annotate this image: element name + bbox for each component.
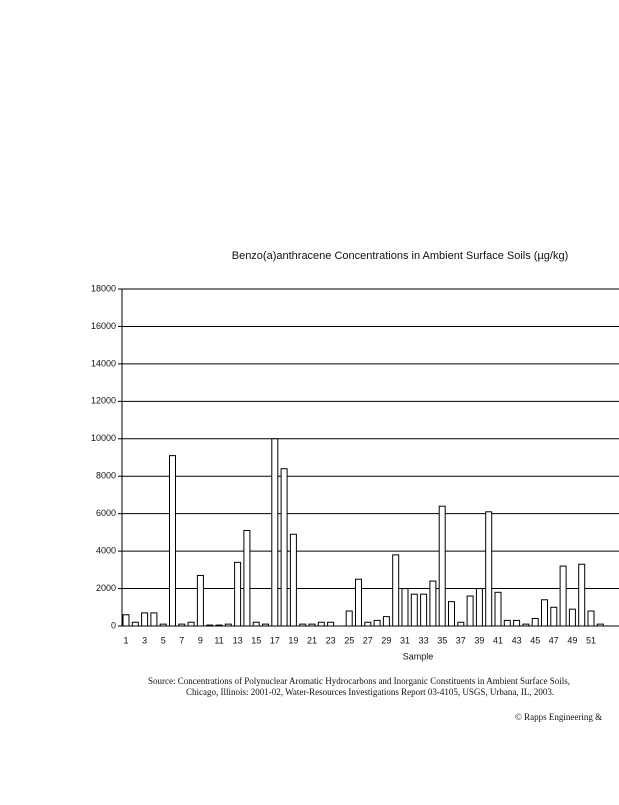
bar (262, 623, 269, 627)
bar (345, 610, 353, 627)
bar (457, 621, 465, 627)
x-tick-label: 39 (474, 635, 484, 645)
bar (568, 608, 576, 627)
y-tick-label: 10000 (91, 433, 116, 443)
bar (587, 610, 595, 627)
bar (373, 619, 381, 627)
x-tick-label: 11 (214, 635, 223, 645)
x-tick-label: 3 (142, 635, 147, 645)
bar (541, 599, 548, 627)
bar (429, 580, 437, 627)
bar (234, 561, 242, 627)
bar (289, 533, 297, 627)
source-line: Chicago, Illinois: 2001-02, Water-Resour… (186, 687, 554, 697)
bar (364, 621, 372, 627)
x-tick-label: 23 (326, 635, 336, 645)
bar (252, 621, 260, 627)
x-tick-label: 31 (400, 635, 410, 645)
y-tick-label: 8000 (96, 471, 116, 481)
bar (327, 621, 335, 627)
bar (243, 530, 251, 627)
x-tick-label: 37 (456, 635, 466, 645)
bar (299, 623, 307, 627)
bar (596, 623, 604, 627)
bar (578, 563, 586, 627)
bar (196, 574, 204, 627)
bar (392, 554, 400, 627)
bar (280, 468, 288, 627)
bar (531, 618, 539, 627)
y-tick-label: 14000 (91, 358, 116, 368)
chart-title: Benzo(a)anthracene Concentrations in Amb… (232, 250, 569, 262)
x-tick-label: 9 (198, 635, 203, 645)
x-tick-label: 35 (437, 635, 447, 645)
bar (550, 606, 558, 627)
bar (271, 438, 279, 627)
y-tick-label: 18000 (91, 283, 116, 293)
copyright: © Rapps Engineering & (515, 712, 602, 722)
bar (485, 511, 493, 627)
x-tick-label: 7 (179, 635, 184, 645)
x-tick-label: 27 (363, 635, 373, 645)
x-tick-label: 41 (493, 635, 503, 645)
x-tick-label: 21 (307, 635, 317, 645)
bar (448, 601, 455, 627)
bar (355, 578, 362, 627)
bar (513, 619, 521, 627)
bar (159, 623, 167, 627)
x-tick-label: 51 (586, 635, 596, 645)
bar (224, 623, 232, 627)
x-tick-label: 47 (549, 635, 559, 645)
bar (150, 612, 158, 627)
bar (206, 624, 214, 627)
bar (308, 623, 316, 627)
y-tick-label: 16000 (91, 321, 116, 331)
bar (178, 623, 186, 627)
bar (466, 595, 474, 627)
y-tick-label: 0 (111, 620, 116, 630)
x-tick-label: 43 (512, 635, 522, 645)
x-tick-label: 29 (381, 635, 391, 645)
bar (420, 593, 428, 627)
bar (438, 505, 446, 627)
y-tick-label: 4000 (96, 545, 116, 555)
y-tick-label: 12000 (91, 396, 116, 406)
x-tick-label: 13 (233, 635, 243, 645)
x-tick-label: 19 (288, 635, 298, 645)
bar (169, 455, 176, 627)
bar (503, 619, 511, 627)
x-tick-label: 15 (251, 635, 261, 645)
bar (131, 621, 139, 627)
x-axis-label: Sample (403, 651, 434, 661)
x-tick-label: 45 (530, 635, 540, 645)
bar (410, 593, 418, 627)
bar (317, 621, 325, 627)
bar (187, 621, 195, 627)
bar (494, 591, 502, 627)
x-tick-label: 33 (419, 635, 429, 645)
source-line: Source: Concentrations of Polynuclear Ar… (148, 676, 570, 686)
y-tick-label: 2000 (96, 583, 116, 593)
x-tick-label: 25 (344, 635, 354, 645)
bar (475, 588, 483, 627)
y-tick-label: 6000 (96, 508, 116, 518)
bar (401, 588, 409, 627)
x-tick-label: 1 (123, 635, 128, 645)
x-tick-label: 5 (161, 635, 166, 645)
x-tick-label: 17 (270, 635, 280, 645)
x-tick-label: 49 (567, 635, 577, 645)
bar (382, 616, 390, 627)
bar (522, 623, 530, 627)
bar (122, 614, 130, 627)
bar (141, 612, 149, 627)
bar (559, 565, 567, 627)
bar (215, 624, 223, 627)
